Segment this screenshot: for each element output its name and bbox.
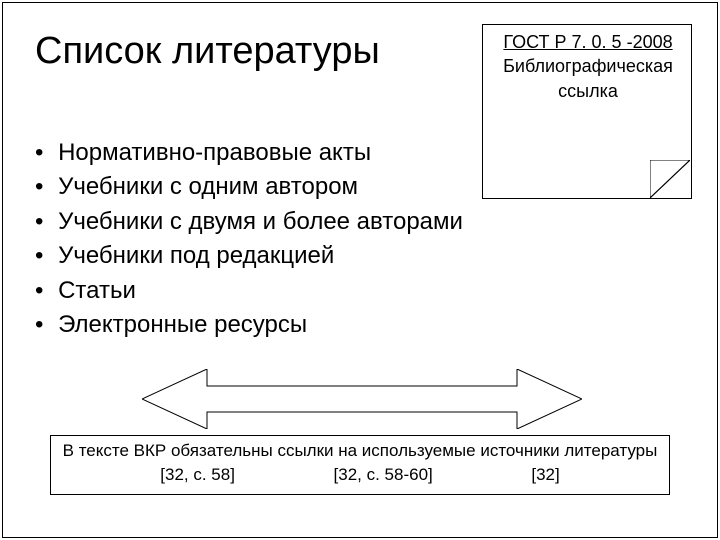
ref-item: [32, с. 58-60] — [334, 465, 433, 485]
ref-item: [32] — [531, 465, 559, 485]
list-item: Электронные ресурсы — [35, 309, 463, 341]
list-item: Учебники с двумя и более авторами — [35, 206, 463, 238]
callout-text: ГОСТ Р 7. 0. 5 -2008 Библиографическая с… — [496, 30, 680, 103]
bottom-note-box: В тексте ВКР обязательны ссылки на испол… — [50, 435, 670, 495]
bullet-list: Нормативно-правовые акты Учебники с одни… — [35, 137, 463, 343]
callout-gost: ГОСТ Р 7. 0. 5 -2008 — [503, 32, 672, 52]
bottom-note-text: В тексте ВКР обязательны ссылки на испол… — [61, 441, 659, 461]
list-item: Учебники под редакцией — [35, 240, 463, 272]
list-item: Статьи — [35, 275, 463, 307]
ref-item: [32, с. 58] — [160, 465, 235, 485]
list-item: Учебники с одним автором — [35, 171, 463, 203]
callout-pagecurl-icon — [650, 160, 690, 198]
up-down-arrow-icon — [142, 369, 582, 429]
page-title: Список литературы — [35, 30, 380, 73]
list-item: Нормативно-правовые акты — [35, 137, 463, 169]
bottom-refs-row: [32, с. 58] [32, с. 58-60] [32] — [61, 465, 659, 485]
callout-desc: Библиографическая ссылка — [503, 56, 673, 100]
